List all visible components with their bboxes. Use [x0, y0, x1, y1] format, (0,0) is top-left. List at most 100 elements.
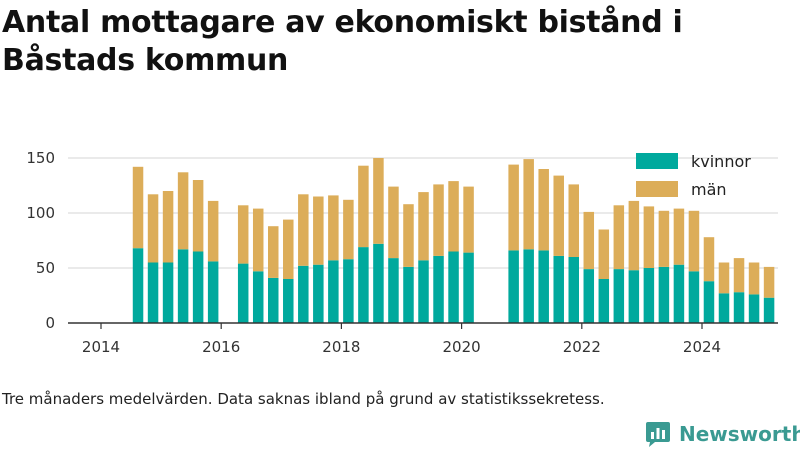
legend-swatch — [636, 153, 678, 169]
bar-kvinnor — [147, 262, 159, 323]
bar-man — [298, 194, 309, 266]
bar-kvinnor — [132, 248, 144, 323]
y-tick-label: 150 — [26, 149, 55, 167]
bar-man — [628, 200, 640, 271]
bar-kvinnor — [252, 271, 264, 323]
bar-kvinnor — [358, 247, 369, 323]
x-tick-label: 2016 — [202, 338, 240, 356]
y-tick-label: 100 — [26, 204, 55, 222]
bar-man — [373, 158, 384, 244]
legend-swatch — [636, 181, 678, 197]
bar-man — [252, 208, 264, 272]
brand-logo[interactable]: Newsworthy — [645, 420, 800, 448]
bar-kvinnor — [673, 264, 685, 323]
bar-man — [343, 199, 354, 260]
bar-kvinnor — [343, 259, 354, 323]
y-tick-label: 50 — [36, 259, 55, 277]
bar-man — [448, 181, 459, 252]
bar-man — [658, 210, 670, 267]
bar-kvinnor — [688, 271, 700, 323]
bar-kvinnor — [283, 279, 294, 323]
bar-man — [718, 262, 730, 294]
bar-man — [268, 226, 279, 278]
bar-kvinnor — [192, 251, 204, 323]
bar-kvinnor — [718, 293, 730, 323]
bar-kvinnor — [418, 260, 429, 323]
bar-kvinnor — [237, 263, 249, 323]
bar-kvinnor — [643, 268, 655, 323]
bar-kvinnor — [598, 279, 610, 323]
bar-kvinnor — [403, 266, 414, 323]
bar-man — [313, 196, 324, 265]
bar-kvinnor — [328, 260, 339, 323]
bar-man — [688, 210, 700, 272]
bars — [132, 158, 775, 323]
y-tick-label: 0 — [45, 314, 55, 332]
bar-man — [613, 205, 625, 270]
bar-man — [523, 159, 534, 250]
bar-man — [328, 195, 339, 261]
bar-kvinnor — [373, 243, 384, 323]
bar-man — [403, 204, 414, 267]
bar-man — [643, 206, 655, 268]
bar-man — [283, 219, 294, 279]
brand-name: Newsworthy — [679, 422, 800, 446]
bar-kvinnor — [568, 257, 579, 323]
x-tick-label: 2018 — [322, 338, 360, 356]
bar-man — [132, 166, 144, 249]
x-tick-label: 2020 — [443, 338, 481, 356]
bar-kvinnor — [388, 258, 399, 323]
bar-man — [177, 172, 189, 250]
bar-man — [192, 180, 204, 252]
bar-man — [583, 211, 595, 270]
bar-kvinnor — [463, 252, 474, 323]
bar-kvinnor — [583, 269, 595, 323]
bar-kvinnor — [508, 250, 519, 323]
bar-kvinnor — [523, 249, 534, 323]
x-tick-label: 2022 — [563, 338, 601, 356]
bar-man — [763, 266, 775, 298]
bar-man — [237, 205, 249, 264]
bar-kvinnor — [628, 270, 640, 323]
bar-man — [598, 229, 610, 279]
bar-man — [162, 191, 174, 263]
bar-kvinnor — [733, 292, 745, 323]
bar-man — [358, 165, 369, 248]
bar-kvinnor — [448, 251, 459, 323]
bar-man — [673, 208, 685, 265]
bar-kvinnor — [658, 266, 670, 323]
bar-man — [568, 184, 579, 257]
bar-kvinnor — [763, 297, 775, 323]
bar-man — [508, 164, 519, 251]
bar-kvinnor — [433, 255, 444, 323]
bar-kvinnor — [538, 250, 549, 323]
legend-label: kvinnor — [691, 152, 751, 171]
bar-man — [748, 262, 760, 295]
bar-man — [207, 200, 219, 262]
bar-kvinnor — [703, 281, 715, 323]
bar-kvinnor — [207, 261, 219, 323]
bar-man — [553, 175, 564, 256]
legend: kvinnor män — [636, 152, 751, 199]
x-tick-label: 2014 — [82, 338, 120, 356]
bar-man — [418, 192, 429, 261]
legend-label: män — [691, 180, 727, 199]
bar-kvinnor — [553, 255, 564, 323]
y-axis-ticks: 0 50 100 150 — [26, 149, 55, 332]
chart-title: Antal mottagare av ekonomiskt bistånd i … — [2, 5, 683, 78]
bar-kvinnor — [313, 264, 324, 323]
bar-man — [538, 169, 549, 251]
bar-man — [147, 194, 159, 263]
x-tick-label: 2024 — [683, 338, 721, 356]
stacked-bar-chart: 0 50 100 150 2014 2016 2018 2020 2022 2024 kvinn… — [26, 149, 778, 356]
bar-kvinnor — [177, 249, 189, 323]
bar-man — [463, 186, 474, 253]
bar-kvinnor — [298, 265, 309, 323]
bar-kvinnor — [162, 262, 174, 323]
bar-kvinnor — [748, 294, 760, 323]
bar-man — [703, 237, 715, 282]
bar-kvinnor — [613, 269, 625, 323]
chart-footnote: Tre månaders medelvärden. Data saknas ib… — [2, 390, 605, 408]
bar-kvinnor — [268, 277, 279, 323]
bar-man — [733, 258, 745, 293]
